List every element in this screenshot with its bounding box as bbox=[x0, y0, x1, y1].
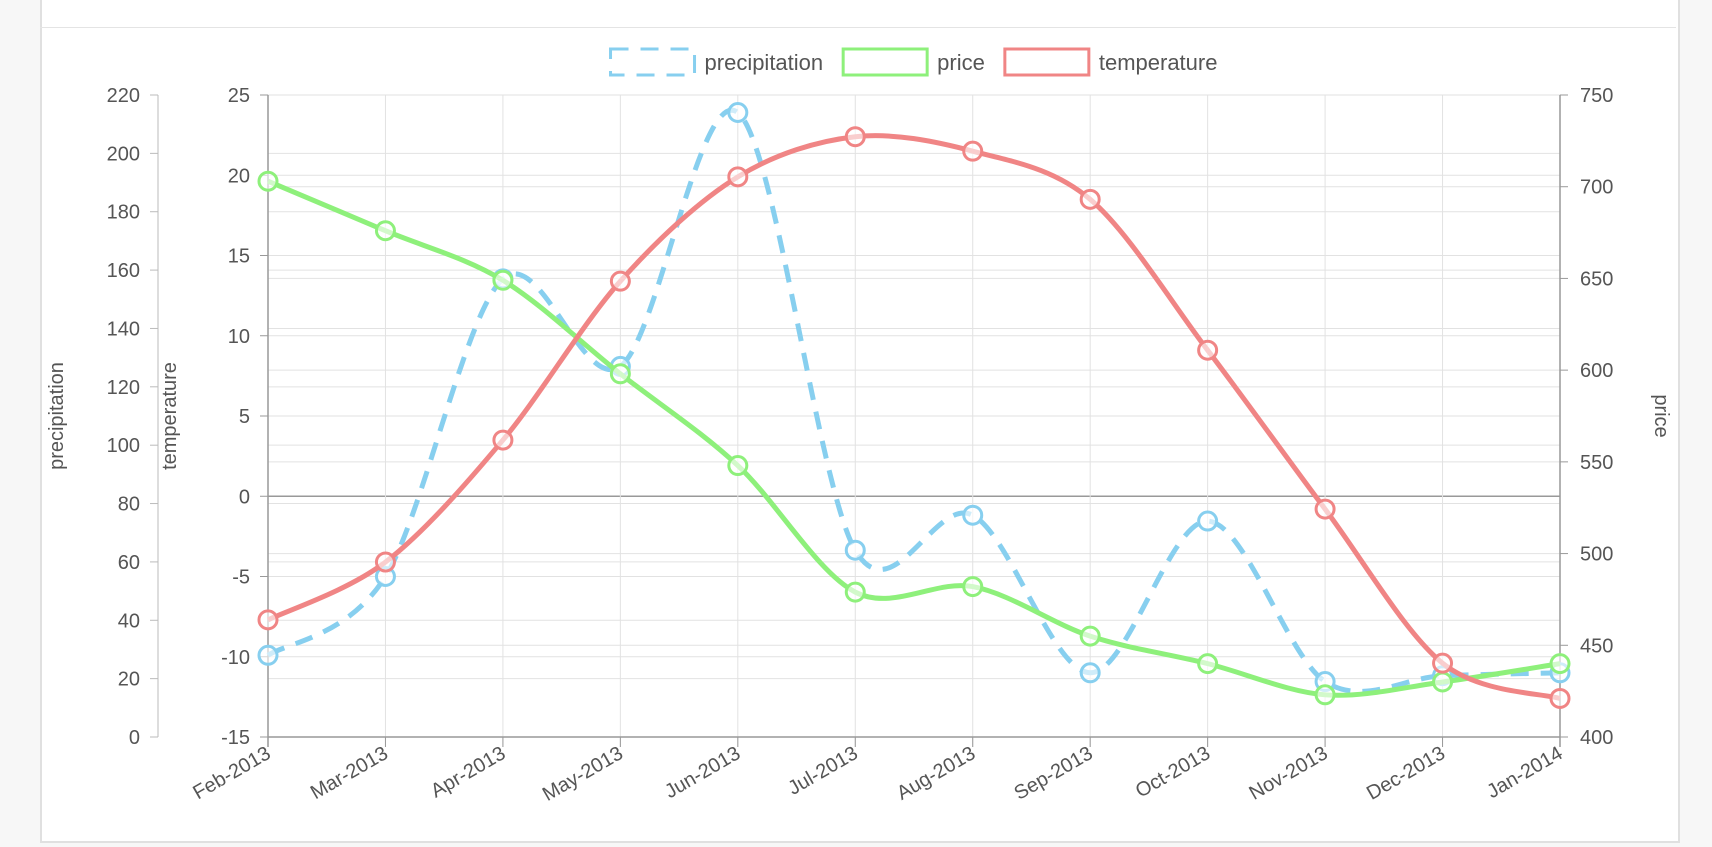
temperature-point[interactable] bbox=[1079, 188, 1101, 210]
series-precipitation bbox=[257, 102, 1571, 694]
x-tick-label: Feb-2013 bbox=[189, 742, 274, 804]
price-tick-label: 400 bbox=[1580, 727, 1613, 749]
card-divider bbox=[40, 27, 1676, 28]
temperature-tick-label: 5 bbox=[239, 406, 250, 428]
legend-label-precipitation: precipitation bbox=[705, 50, 824, 75]
x-tick-label: Jun-2013 bbox=[661, 742, 744, 803]
precipitation-tick-label: 180 bbox=[107, 202, 140, 224]
price-tick-label: 600 bbox=[1580, 360, 1613, 382]
precipitation-tick-label: 220 bbox=[107, 85, 140, 107]
price-point[interactable] bbox=[1549, 653, 1571, 675]
precipitation-tick-label: 0 bbox=[129, 727, 140, 749]
price-tick-label: 500 bbox=[1580, 544, 1613, 566]
precipitation-tick-label: 140 bbox=[107, 318, 140, 340]
x-tick-label: Dec-2013 bbox=[1363, 742, 1449, 804]
legend-label-temperature: temperature bbox=[1099, 50, 1218, 75]
price-point[interactable] bbox=[727, 455, 749, 477]
x-tick-label: Apr-2013 bbox=[427, 742, 509, 802]
price-tick-label: 650 bbox=[1580, 268, 1613, 290]
x-tick-label: Jul-2013 bbox=[784, 742, 861, 799]
price-point[interactable] bbox=[1197, 653, 1219, 675]
price-line bbox=[267, 178, 1561, 698]
price-point[interactable] bbox=[609, 363, 631, 385]
legend-label-price: price bbox=[937, 50, 985, 75]
legend-item-precipitation[interactable]: precipitation bbox=[609, 47, 824, 77]
precipitation-point[interactable] bbox=[727, 102, 749, 124]
precipitation-tick-label: 20 bbox=[118, 669, 140, 691]
temperature-point[interactable] bbox=[492, 429, 514, 451]
temperature-point[interactable] bbox=[374, 551, 396, 573]
precipitation-point[interactable] bbox=[962, 504, 984, 526]
x-tick-label: Aug-2013 bbox=[893, 742, 979, 804]
legend-swatch-price bbox=[841, 47, 929, 77]
price-point[interactable] bbox=[962, 576, 984, 598]
precipitation-point[interactable] bbox=[1079, 662, 1101, 684]
series-price bbox=[257, 170, 1571, 706]
temperature-point[interactable] bbox=[609, 270, 631, 292]
precipitation-axis-title: precipitation bbox=[46, 362, 68, 470]
series-temperature bbox=[257, 126, 1571, 709]
legend-item-temperature[interactable]: temperature bbox=[1003, 47, 1218, 77]
price-point[interactable] bbox=[1314, 684, 1336, 706]
temperature-point[interactable] bbox=[962, 140, 984, 162]
price-point[interactable] bbox=[257, 170, 279, 192]
temperature-tick-label: 15 bbox=[228, 246, 250, 268]
temperature-tick-label: 0 bbox=[239, 486, 250, 508]
precipitation-tick-label: 60 bbox=[118, 552, 140, 574]
price-tick-label: 450 bbox=[1580, 635, 1613, 657]
temperature-point[interactable] bbox=[1549, 687, 1571, 709]
series-lines bbox=[257, 102, 1571, 709]
legend[interactable]: precipitation price temperature bbox=[609, 47, 1218, 77]
temperature-point[interactable] bbox=[727, 166, 749, 188]
temperature-point[interactable] bbox=[1314, 498, 1336, 520]
temperature-tick-label: -10 bbox=[221, 647, 250, 669]
precipitation-point[interactable] bbox=[844, 539, 866, 561]
temperature-tick-label: 10 bbox=[228, 326, 250, 348]
temperature-point[interactable] bbox=[844, 126, 866, 148]
precipitation-tick-label: 160 bbox=[107, 260, 140, 282]
price-point[interactable] bbox=[844, 581, 866, 603]
temperature-point[interactable] bbox=[1432, 652, 1454, 674]
temperature-tick-label: -15 bbox=[221, 727, 250, 749]
x-tick-label: Jan-2014 bbox=[1483, 742, 1566, 803]
price-axis-title: price bbox=[1650, 394, 1672, 437]
precipitation-point[interactable] bbox=[1197, 510, 1219, 532]
precipitation-tick-label: 200 bbox=[107, 143, 140, 165]
precipitation-line bbox=[266, 107, 1561, 694]
price-point[interactable] bbox=[374, 220, 396, 242]
temperature-line bbox=[266, 133, 1561, 701]
grid-lines bbox=[267, 94, 1561, 747]
precipitation-tick-label: 40 bbox=[118, 610, 140, 632]
x-tick-label: Sep-2013 bbox=[1011, 742, 1097, 804]
precipitation-tick-label: 120 bbox=[107, 377, 140, 399]
price-tick-label: 700 bbox=[1580, 177, 1613, 199]
legend-swatch-temperature bbox=[1003, 47, 1091, 77]
price-tick-label: 750 bbox=[1580, 85, 1613, 107]
x-tick-label: Oct-2013 bbox=[1132, 742, 1214, 802]
temperature-point[interactable] bbox=[1197, 339, 1219, 361]
temperature-tick-label: -5 bbox=[232, 567, 250, 589]
price-point[interactable] bbox=[1079, 625, 1101, 647]
temperature-tick-label: 25 bbox=[228, 85, 250, 107]
legend-swatch-precipitation bbox=[609, 47, 697, 77]
price-point[interactable] bbox=[1432, 671, 1454, 693]
precipitation-point[interactable] bbox=[257, 644, 279, 666]
price-point[interactable] bbox=[492, 269, 514, 291]
x-tick-label: Nov-2013 bbox=[1245, 742, 1331, 804]
precipitation-tick-label: 100 bbox=[107, 435, 140, 457]
legend-item-price[interactable]: price bbox=[841, 47, 985, 77]
x-tick-label: May-2013 bbox=[539, 742, 627, 806]
temperature-axis-title: temperature bbox=[159, 362, 181, 470]
temperature-tick-label: 20 bbox=[228, 165, 250, 187]
x-tick-label: Mar-2013 bbox=[307, 742, 392, 804]
price-tick-label: 550 bbox=[1580, 452, 1613, 474]
temperature-point[interactable] bbox=[257, 609, 279, 631]
precipitation-tick-label: 80 bbox=[118, 494, 140, 516]
